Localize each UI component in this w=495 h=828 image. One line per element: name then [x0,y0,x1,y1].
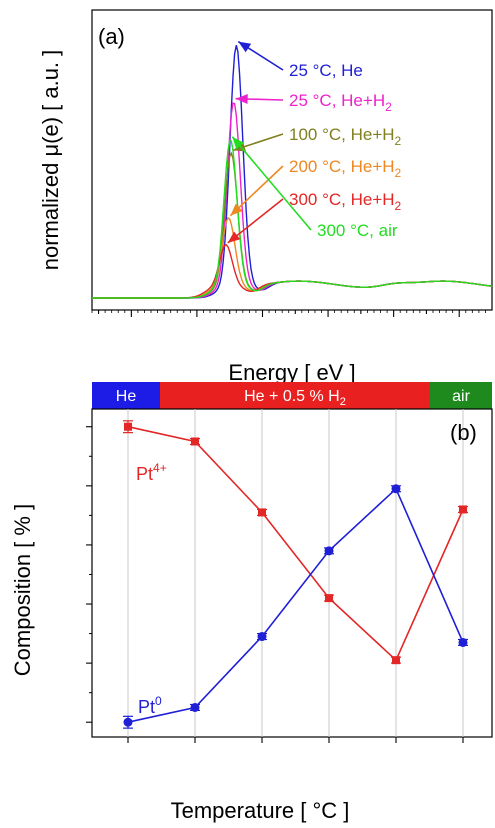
composition-line-0 [127,425,464,662]
pt0-marker [458,637,468,647]
panel-a-x-axis-title: Energy [ eV ] [228,360,355,385]
panel-a-label: (a) [98,24,125,49]
series-label-subscript: 2 [385,100,392,114]
series-label-5: 300 °C, air [317,221,398,240]
arrow-line-5 [231,136,312,231]
series-name-text: Pt [138,697,155,717]
atmosphere-segment-0 [92,382,160,409]
arrow-head-4 [227,231,241,243]
panel-b-x-ticks [127,737,464,743]
panel-a-ticks [91,310,486,317]
series-label-subscript: 2 [395,134,402,148]
panel-a-arrows [227,40,312,244]
panel-b-chart: He He + 0.5 % H2 air Pt4+Pt0 (b) Temperatu… [10,382,493,823]
arrow-head-3 [230,203,243,216]
panel-a-curves [92,45,493,299]
panel-b-series [123,420,468,729]
pt4-marker [392,656,400,665]
series-label-3: 200 °C, He+H2 [289,157,402,180]
atmosphere-label-0: He [116,388,137,405]
spectrum-line-3 [92,216,493,299]
pt0-marker [257,632,267,642]
series-label-subscript: 2 [395,166,402,180]
pt4-marker [124,422,132,431]
panel-b-label: (b) [450,420,477,445]
panel-b-gridlines [127,409,464,737]
series-label-text: 200 °C, He+H [289,157,395,176]
spectrum-line-5 [92,139,493,299]
pt4-marker [459,505,467,514]
series-name-superscript: 4+ [153,461,167,475]
panel-b-y-axis-title: Composition [ % ] [10,504,35,676]
series-label-2: 100 °C, He+H2 [289,125,402,148]
panel-b-y-ticks [86,426,92,723]
atmosphere-label-text: air [452,388,470,405]
panel-b-plot-frame [91,408,493,738]
arrow-head-1 [235,94,248,104]
atmosphere-label-2: air [452,388,470,405]
series-label-1: 25 °C, He+H2 [289,91,392,114]
series-label-0: 25 °C, He [289,61,363,80]
panel-b-series-labels: Pt4+Pt0 [136,461,167,717]
series-label-text: 100 °C, He+H [289,125,395,144]
pt4-marker [258,508,266,517]
atmosphere-band: He He + 0.5 % H2 air [92,382,492,409]
spectrum-line-4 [92,243,493,299]
pt4-marker [191,437,199,446]
arrow-head-5 [232,136,244,150]
pt0-marker [391,484,401,494]
atmosphere-segment-2 [430,382,492,409]
series-label-text: 300 °C, air [317,221,398,240]
series-label-text: 25 °C, He [289,61,363,80]
pt0-marker [190,702,200,712]
atmosphere-label-subscript: 2 [340,396,346,408]
panel-a-y-axis-title: normalized μ(e) [ a.u. ] [38,50,63,271]
panel-b-x-axis-title: Temperature [ °C ] [171,798,350,823]
atmosphere-label-text: He [116,388,137,405]
pt0-marker [123,717,133,727]
series-label-4: 300 °C, He+H2 [289,190,402,213]
series-name-0: Pt4+ [136,461,167,484]
series-name-text: Pt [136,464,153,484]
atmosphere-label-text: He + 0.5 % H [244,388,340,405]
series-label-text: 25 °C, He+H [289,91,385,110]
series-label-subscript: 2 [395,199,402,213]
series-name-1: Pt0 [138,694,162,717]
series-name-superscript: 0 [155,694,162,708]
atmosphere-label-1: He + 0.5 % H2 [244,388,346,408]
arrow-head-0 [238,41,252,53]
pt4-marker [325,594,333,603]
composition-line-1 [127,487,464,723]
atmosphere-segment-1 [160,382,430,409]
arrow-line-3 [229,165,284,217]
pt0-marker [324,546,334,556]
series-label-text: 300 °C, He+H [289,190,395,209]
panel-a-plot-frame [91,9,493,311]
